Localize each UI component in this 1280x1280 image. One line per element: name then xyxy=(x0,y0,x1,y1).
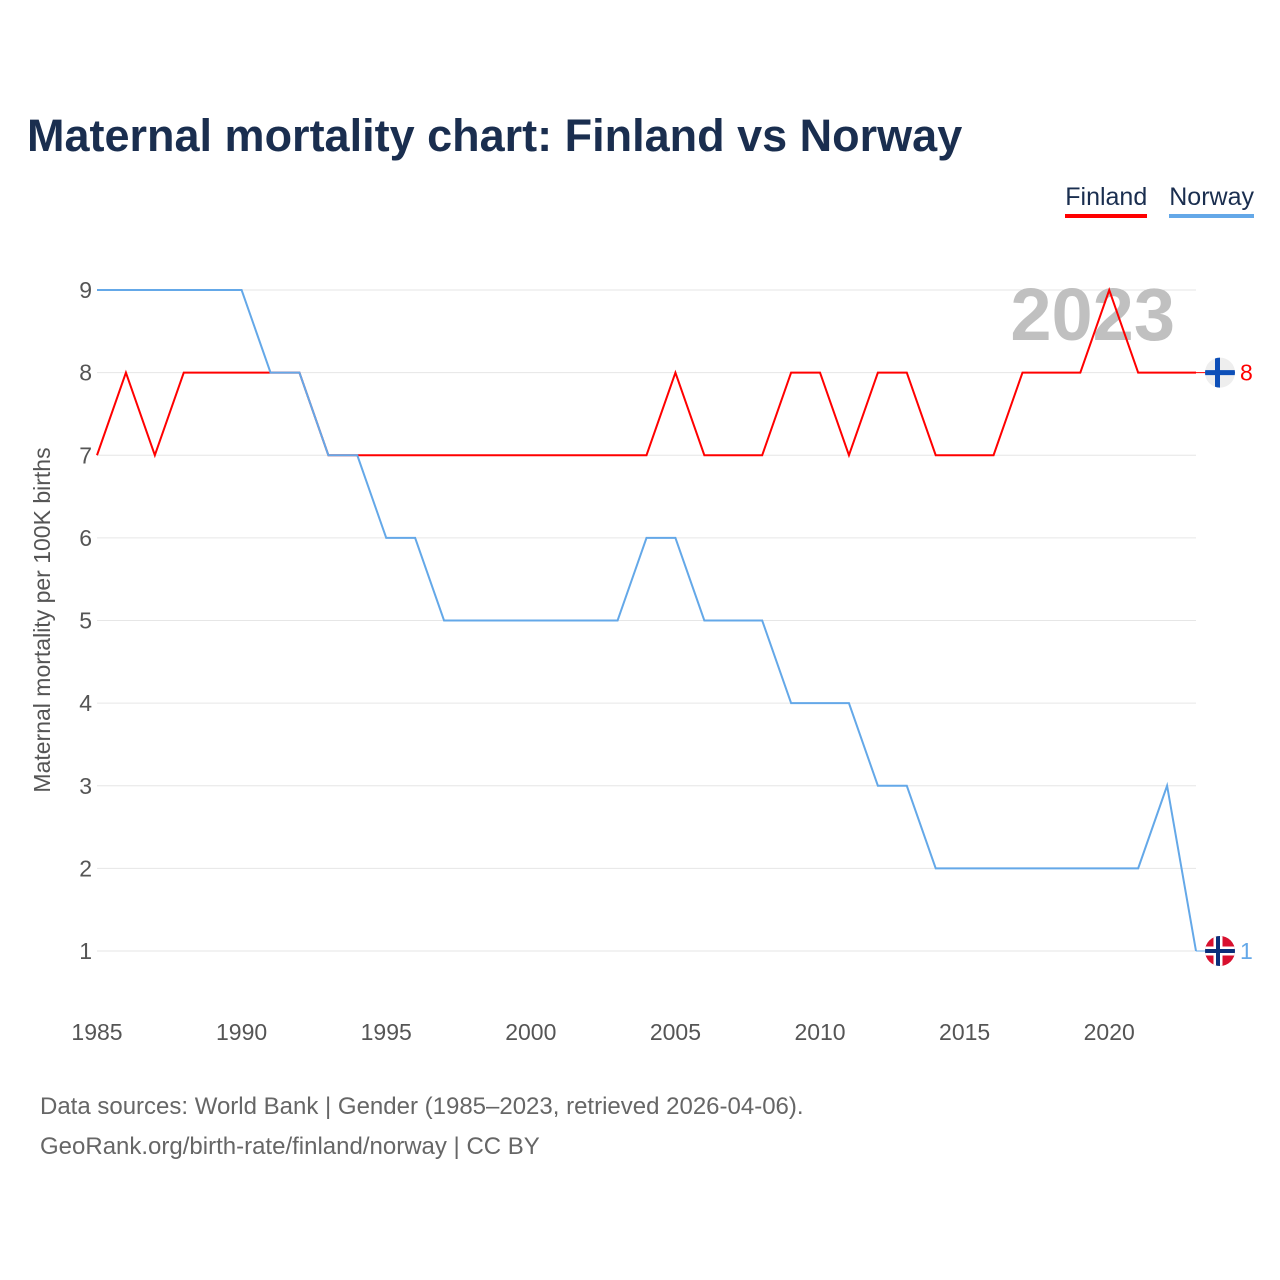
x-tick-label: 1985 xyxy=(71,1019,122,1045)
footer: Data sources: World Bank | Gender (1985–… xyxy=(40,1087,804,1167)
y-tick-label: 9 xyxy=(79,277,92,303)
y-tick-label: 8 xyxy=(79,360,92,386)
y-axis-label: Maternal mortality per 100K births xyxy=(29,447,55,792)
y-tick-label: 1 xyxy=(79,938,92,964)
x-tick-label: 2020 xyxy=(1084,1019,1135,1045)
x-tick-label: 2015 xyxy=(939,1019,990,1045)
source-link[interactable]: GeoRank.org/birth-rate/finland/norway | … xyxy=(40,1133,540,1160)
year-overlay: 2023 xyxy=(1010,273,1175,356)
x-tick-label: 2010 xyxy=(794,1019,845,1045)
legend: Finland Norway xyxy=(1065,183,1254,218)
data-source: Data sources: World Bank | Gender (1985–… xyxy=(40,1093,804,1120)
legend-norway[interactable]: Norway xyxy=(1169,183,1254,218)
x-tick-label: 1995 xyxy=(361,1019,412,1045)
y-tick-label: 5 xyxy=(79,608,92,634)
y-tick-label: 3 xyxy=(79,773,92,799)
x-tick-label: 1990 xyxy=(216,1019,267,1045)
series-line-norway[interactable] xyxy=(97,289,1197,952)
chart-title: Maternal mortality chart: Finland vs Nor… xyxy=(27,110,963,161)
legend-finland[interactable]: Finland xyxy=(1065,183,1148,218)
y-tick-label: 2 xyxy=(79,855,92,881)
y-tick-label: 6 xyxy=(79,525,92,551)
x-tick-label: 2000 xyxy=(505,1019,556,1045)
end-value-label: 8 xyxy=(1240,360,1253,386)
x-tick-label: 2005 xyxy=(650,1019,701,1045)
y-tick-label: 4 xyxy=(79,690,92,716)
y-tick-label: 7 xyxy=(79,442,92,468)
finland-flag-icon xyxy=(1205,357,1235,388)
end-value-label: 1 xyxy=(1240,938,1253,964)
norway-flag-icon xyxy=(1205,936,1235,966)
